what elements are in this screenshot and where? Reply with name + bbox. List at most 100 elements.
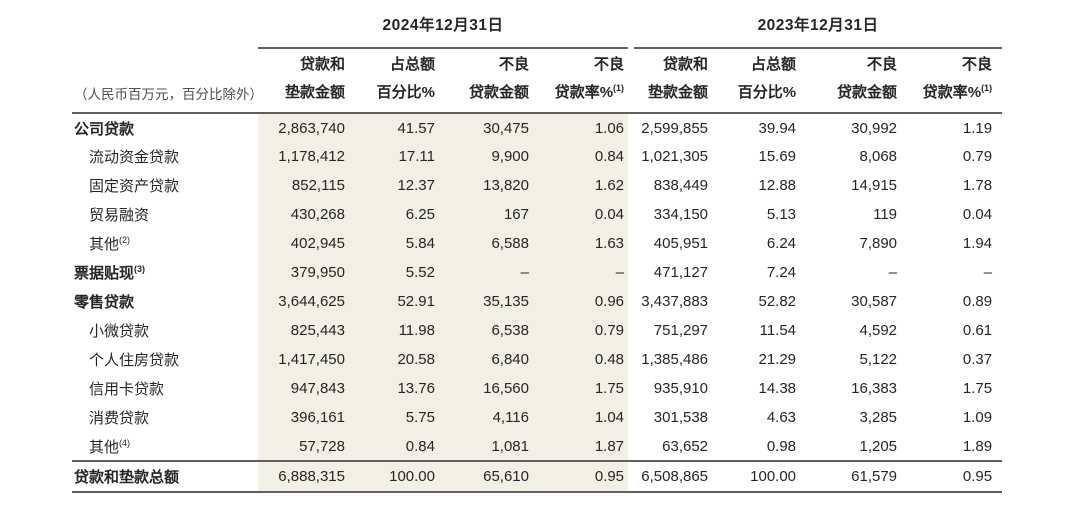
cell-2023: 1.19 — [962, 119, 993, 137]
cell-2023: 52.82 — [758, 293, 797, 310]
cell-2023: 1.78 — [962, 177, 993, 194]
row-label: 贸易融资 — [89, 207, 150, 224]
cell-2023: 12.88 — [758, 177, 797, 194]
column-header-line2: 贷款率% — [922, 84, 982, 101]
cell-2023: 0.37 — [962, 351, 993, 368]
cell-2024: 1.75 — [533, 374, 629, 403]
table-row: 个人住房贷款 1,417,450 20.58 6,840 0.48 1,385,486 21… — [72, 345, 1002, 374]
row-label: 信用卡贷款 — [89, 381, 165, 398]
column-header-2024-npl-ratio: 不良 贷款率%(1) — [533, 48, 629, 114]
cell-2023: 935,910 — [653, 380, 709, 397]
footnote-ref: (2) — [119, 235, 131, 245]
cell-2023: 16,383 — [851, 380, 898, 397]
cell-2023: 30,587 — [851, 293, 898, 310]
cell-2024: 57,728 — [258, 432, 349, 461]
column-header-line2: 垫款金额 — [284, 84, 345, 101]
column-header-line1: 不良 — [594, 56, 625, 73]
footnote-ref: (1) — [613, 83, 625, 93]
cell-2023: 14,915 — [851, 177, 898, 194]
cell-2023: 4,592 — [859, 322, 898, 339]
table-row: 消费贷款 396,161 5.75 4,116 1.04 301,538 4.63 3,285… — [72, 403, 1002, 432]
row-label: 票据贴现(3) — [74, 264, 146, 283]
cell-2023: 838,449 — [653, 177, 709, 194]
cell-2023: 1,385,486 — [641, 351, 709, 368]
table-row: 公司贷款 2,863,740 41.57 30,475 1.06 2,599,855 39.… — [72, 113, 1002, 142]
cell-2024: 0.48 — [533, 345, 629, 374]
cell-2023: 2,599,855 — [641, 119, 709, 137]
column-header-line2: 百分比% — [737, 84, 797, 101]
cell-2023: 63,652 — [662, 437, 709, 455]
loans-and-advances-table: 2024年12月31日 2023年12月31日 （人民币百万元，百分比除外） 贷… — [72, 0, 1003, 493]
cell-2024: 3,644,625 — [258, 287, 349, 316]
cell-2024: 13,820 — [439, 171, 533, 200]
cell-2024: 17.11 — [349, 142, 439, 171]
cell-2023: 7.24 — [766, 264, 797, 281]
column-header-line2: 贷款金额 — [468, 84, 529, 101]
table-row: 贸易融资 430,268 6.25 167 0.04 334,150 5.13 119 0.04 — [72, 200, 1002, 229]
column-gap — [628, 48, 635, 114]
cell-2023: 0.04 — [962, 206, 993, 223]
table-row: 流动资金贷款 1,178,412 17.11 9,900 0.84 1,021,305 15… — [72, 142, 1002, 171]
cell-2023: 15.69 — [758, 148, 797, 165]
cell-2024: 852,115 — [258, 171, 349, 200]
period-header-row: 2024年12月31日 2023年12月31日 — [72, 0, 1003, 49]
cell-2023: 0.98 — [766, 437, 797, 455]
cell-2024: 1.87 — [533, 432, 629, 461]
cell-2024: 825,443 — [258, 316, 349, 345]
cell-2024: 12.37 — [349, 171, 439, 200]
cell-2023: 334,150 — [653, 206, 709, 223]
cell-2024: 65,610 — [439, 460, 533, 493]
cell-2023: 30,992 — [851, 119, 898, 137]
cell-2023: 301,538 — [653, 409, 709, 426]
cell-2023: 3,437,883 — [641, 293, 709, 310]
cell-2023: 6,508,865 — [634, 460, 713, 493]
cell-2024: 6,588 — [439, 229, 533, 258]
cell-2023: 1,205 — [859, 437, 898, 455]
cell-2024: 2,863,740 — [258, 113, 349, 142]
row-label: 零售贷款 — [74, 294, 135, 311]
cell-2024: 20.58 — [349, 345, 439, 374]
table-row: 票据贴现(3) 379,950 5.52– –471,127 7.24– – — [72, 258, 1002, 287]
cell-2023: 1.94 — [962, 235, 993, 252]
cell-2024: 1.63 — [533, 229, 629, 258]
cell-2024: – — [439, 258, 533, 287]
column-header-line2: 垫款金额 — [648, 84, 709, 101]
cell-2024: – — [533, 258, 629, 287]
cell-2023: 471,127 — [653, 264, 709, 281]
cell-2023: 0.89 — [962, 293, 993, 310]
cell-2024: 41.57 — [349, 113, 439, 142]
footnote-ref: (4) — [119, 437, 131, 448]
cell-2023: 11.54 — [759, 322, 797, 339]
column-header-2024-pct: 占总额 百分比% — [349, 48, 439, 114]
period-header-2024: 2024年12月31日 — [258, 0, 629, 49]
table-row: 小微贷款 825,443 11.98 6,538 0.79 751,297 11.54 4,5… — [72, 316, 1002, 345]
cell-2024: 379,950 — [258, 258, 349, 287]
table-body: 公司贷款 2,863,740 41.57 30,475 1.06 2,599,855 39.… — [72, 113, 1003, 493]
cell-2024: 11.98 — [349, 316, 439, 345]
cell-2023: 0.61 — [962, 322, 993, 339]
column-header-line2: 贷款金额 — [837, 84, 898, 101]
cell-2024: 396,161 — [258, 403, 349, 432]
cell-2023: 1.89 — [962, 437, 993, 455]
column-header-line2: 贷款率% — [554, 84, 614, 101]
cell-2024: 1.62 — [533, 171, 629, 200]
column-header-row: （人民币百万元，百分比除外） 贷款和 垫款金额 占总额 百分比% 不良 贷款金额 — [72, 48, 1003, 114]
cell-2023: 1.75 — [962, 380, 993, 397]
column-header-2023-pct: 占总额 百分比% — [712, 48, 801, 114]
cell-2024: 430,268 — [258, 200, 349, 229]
cell-2024: 1,417,450 — [258, 345, 349, 374]
cell-2024: 1,081 — [439, 432, 533, 461]
cell-2024: 0.04 — [533, 200, 629, 229]
cell-2023: 1.09 — [962, 409, 993, 426]
cell-2023: 7,890 — [859, 235, 898, 252]
cell-2024: 100.00 — [349, 460, 439, 493]
cell-2024: 0.95 — [533, 460, 629, 493]
column-header-2024-amount: 贷款和 垫款金额 — [258, 48, 349, 114]
cell-2024: 1,178,412 — [258, 142, 349, 171]
cell-2024: 5.52 — [349, 258, 439, 287]
table-row: 固定资产贷款 852,115 12.37 13,820 1.62 838,449 12.88… — [72, 171, 1002, 200]
cell-2023: 4.63 — [766, 409, 797, 426]
column-header-2023-amount: 贷款和 垫款金额 — [634, 48, 713, 114]
table-row: 信用卡贷款 947,843 13.76 16,560 1.75 935,910 14.38 1… — [72, 374, 1002, 403]
cell-2023: 61,579 — [800, 460, 902, 493]
